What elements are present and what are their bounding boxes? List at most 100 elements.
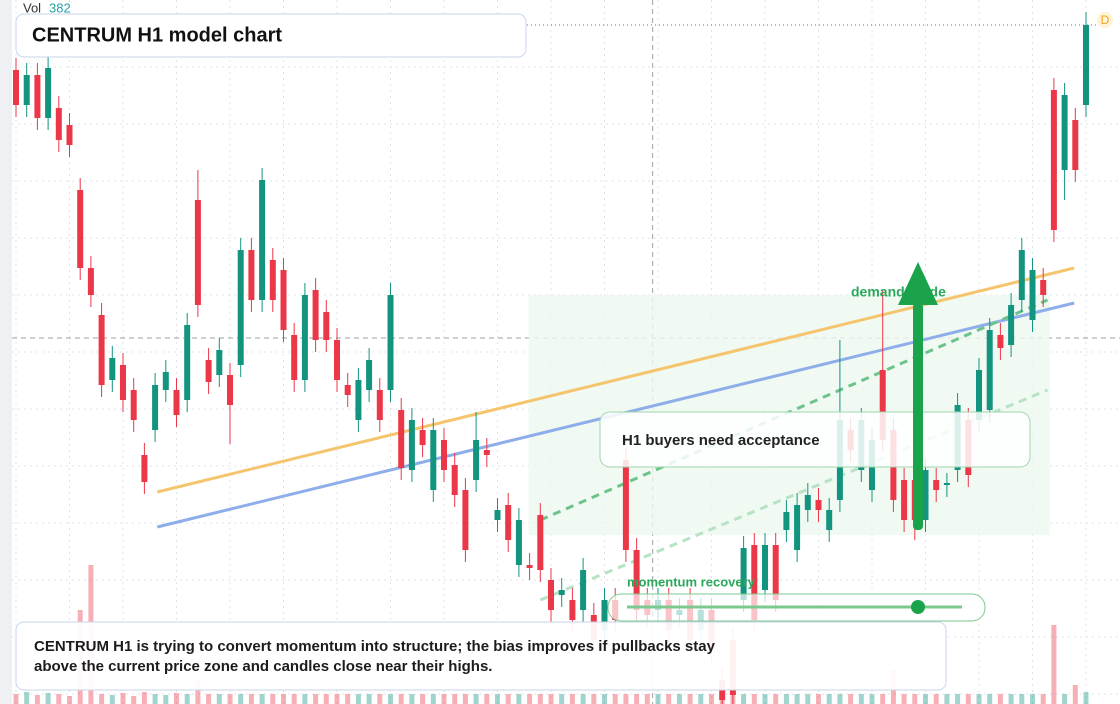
volume-bar <box>56 694 62 704</box>
candle-body <box>419 430 426 445</box>
chart-title: CENTRUM H1 model chart <box>32 24 282 46</box>
volume-bar <box>698 694 704 704</box>
candle-body <box>237 250 244 365</box>
candle-body <box>580 570 587 610</box>
candle-body <box>194 200 201 305</box>
volume-bar <box>826 694 832 704</box>
volume-bar <box>270 694 276 704</box>
candle-body <box>334 340 340 380</box>
badge-text: D <box>1101 13 1110 27</box>
candle-body <box>291 335 298 380</box>
volume-bar <box>591 694 597 704</box>
volume-bar <box>751 694 757 704</box>
candle-body <box>173 390 180 415</box>
slider-knob[interactable] <box>911 600 925 614</box>
volume-bar <box>655 694 661 704</box>
callout-text: H1 buyers need acceptance <box>622 432 820 449</box>
volume-bar <box>334 694 340 704</box>
candle-body <box>23 75 30 105</box>
note-box <box>15 621 947 691</box>
volume-bar <box>120 693 126 704</box>
volume-bar <box>248 694 254 704</box>
volume-bar <box>34 695 40 704</box>
candle-body <box>430 430 437 490</box>
candle-body <box>98 315 105 385</box>
candle-body <box>120 365 126 400</box>
candle-body <box>66 125 73 145</box>
volume-bar <box>377 694 383 704</box>
candle-body <box>152 385 159 430</box>
candle-body <box>943 483 950 485</box>
volume-bar <box>195 680 201 704</box>
candle-body <box>301 295 308 380</box>
candle-body <box>1029 270 1036 320</box>
candle-body <box>783 512 790 530</box>
candle-body <box>55 108 62 140</box>
volume-bar <box>430 694 436 704</box>
trendline <box>539 388 1049 602</box>
volume-bar <box>302 694 308 704</box>
candle-body <box>344 385 351 395</box>
volume-bar <box>987 694 993 704</box>
volume-value: 382 <box>49 0 71 15</box>
volume-bar <box>163 695 169 704</box>
volume-bar <box>398 694 404 704</box>
volume-bar <box>313 694 319 704</box>
volume-bar <box>783 694 789 704</box>
candle-body <box>494 510 501 520</box>
candle-body <box>87 268 94 295</box>
volume-bar <box>955 694 961 704</box>
volume-bar <box>537 694 543 704</box>
candle-body <box>751 545 758 620</box>
candle-body <box>815 500 822 510</box>
volume-bar <box>238 694 244 704</box>
candle-body <box>45 68 52 118</box>
candle-body <box>109 358 116 380</box>
volume-label: Vol <box>23 0 41 15</box>
volume-bar <box>548 694 554 704</box>
candle-body <box>976 370 982 420</box>
volume-bar <box>495 694 500 704</box>
volume-bar <box>858 694 864 704</box>
candle-body <box>622 460 629 550</box>
volume-bar <box>976 694 982 704</box>
volume-bar <box>869 694 875 704</box>
volume-bar <box>216 694 222 704</box>
candle-body <box>366 360 373 390</box>
volume-bar <box>634 694 640 704</box>
candle-body <box>227 375 233 405</box>
candle-body <box>269 260 276 300</box>
candle-body <box>483 450 490 455</box>
volume-bar <box>484 694 490 704</box>
volume-bar <box>409 694 415 704</box>
candle-body <box>794 505 801 550</box>
arrow-head <box>898 262 939 305</box>
candle-body <box>473 440 480 480</box>
volume-bar <box>1030 694 1035 704</box>
volume-bar <box>184 694 190 704</box>
candle-body <box>772 545 779 600</box>
volume-bar <box>666 694 672 704</box>
volume-bar <box>174 693 179 704</box>
volume-bar <box>923 694 928 704</box>
volume-bar <box>109 695 115 704</box>
note-line: CENTRUM H1 is trying to convert momentum… <box>34 638 716 655</box>
candle-body <box>1040 280 1047 295</box>
candle-body <box>387 295 394 390</box>
candle-body <box>216 350 223 375</box>
candle-body <box>13 70 19 105</box>
volume-bar <box>709 694 714 704</box>
candle-body <box>997 335 1004 348</box>
volume-bar <box>837 694 843 704</box>
candle-body <box>398 410 405 468</box>
candle-body <box>376 390 383 420</box>
volume-bar <box>602 694 607 704</box>
candle-body <box>462 490 469 550</box>
volume-bar <box>687 694 693 704</box>
volume-bar <box>901 694 907 704</box>
slider-label: momentum recovery <box>627 574 756 589</box>
volume-bar <box>366 694 372 704</box>
volume-bar <box>644 694 650 704</box>
candle-body <box>901 480 908 520</box>
